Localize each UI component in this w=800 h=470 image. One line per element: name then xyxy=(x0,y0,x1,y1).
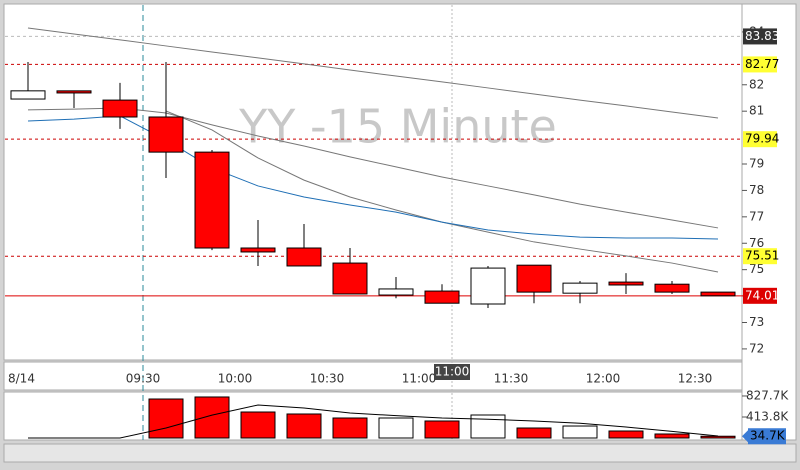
level-label: 79.94 xyxy=(745,132,779,146)
volume-bar xyxy=(516,427,552,439)
volume-label-bg xyxy=(748,428,786,445)
x-tick-label: 12:30 xyxy=(678,372,713,386)
y-tick-label: 75 xyxy=(749,262,764,276)
level-label: 75.51 xyxy=(745,249,779,263)
level-label: 83.83 xyxy=(745,29,779,43)
crosshair-label-bg xyxy=(434,364,470,380)
x-tick-label: 10:30 xyxy=(310,372,345,386)
level-label: 74.01 xyxy=(745,288,779,302)
watermark-title: YY -15 Minute xyxy=(238,100,557,154)
candle-body xyxy=(102,99,138,118)
x-tick-label: 11:00 xyxy=(402,372,437,386)
price-axis xyxy=(741,3,797,441)
volume-bar xyxy=(424,420,460,439)
volume-bar xyxy=(240,411,276,439)
candle-body xyxy=(700,291,736,297)
level-label-bg xyxy=(743,131,777,148)
level-label-bg xyxy=(743,56,777,73)
volume-average xyxy=(28,404,719,439)
y-tick-label: 81 xyxy=(749,104,764,118)
candle-body xyxy=(654,283,690,293)
x-tick-label: 8/14 xyxy=(8,372,35,386)
scrollbar[interactable] xyxy=(3,443,797,463)
y-tick-label: 77 xyxy=(749,209,764,223)
candle-body xyxy=(424,290,460,304)
x-tick-label: 12:00 xyxy=(586,372,621,386)
candle-body xyxy=(10,90,46,100)
crosshair-label: 11:00 xyxy=(435,365,470,379)
volume-bar xyxy=(608,430,644,439)
volume-tick-label: 413.8K xyxy=(746,409,789,423)
y-tick-label: 73 xyxy=(749,315,764,329)
volume-bar xyxy=(470,414,506,439)
moving-average xyxy=(27,107,719,229)
y-tick-label: 82 xyxy=(749,77,764,91)
level-label: 82.77 xyxy=(745,57,779,71)
volume-bar xyxy=(332,417,368,439)
volume-value-label: 34.7K xyxy=(750,429,786,443)
y-tick-label: 76 xyxy=(749,236,764,250)
candle-body xyxy=(148,116,184,153)
candle-body xyxy=(562,282,598,294)
moving-average xyxy=(27,115,719,240)
candle-body xyxy=(332,262,368,295)
x-tick-label: 11:30 xyxy=(494,372,529,386)
time-axis xyxy=(3,361,743,391)
candle-body xyxy=(194,151,230,249)
x-tick-label: 09:30 xyxy=(126,372,161,386)
candle-body xyxy=(240,247,276,253)
candle-body xyxy=(56,90,92,94)
candle-body xyxy=(286,247,322,267)
level-label-bg xyxy=(743,28,777,45)
volume-bar xyxy=(148,398,184,439)
y-tick-label: 78 xyxy=(749,183,764,197)
volume-tick-label: 827.7K xyxy=(746,388,789,402)
x-tick-label: 10:00 xyxy=(218,372,253,386)
candle-body xyxy=(516,264,552,293)
volume-bar xyxy=(194,396,230,439)
candle-body xyxy=(470,267,506,305)
candle-body xyxy=(608,281,644,286)
level-label-bg xyxy=(743,248,777,265)
volume-bar xyxy=(562,425,598,439)
volume-bar xyxy=(654,433,690,439)
y-tick-label: 72 xyxy=(749,341,764,355)
volume-bar xyxy=(378,417,414,439)
volume-bar xyxy=(286,413,322,439)
level-label-bg xyxy=(743,287,777,304)
candle-body xyxy=(378,288,414,296)
moving-average xyxy=(27,27,719,119)
volume-bar xyxy=(700,435,736,439)
price-pane xyxy=(3,3,743,361)
y-tick-label: 79 xyxy=(749,157,764,171)
